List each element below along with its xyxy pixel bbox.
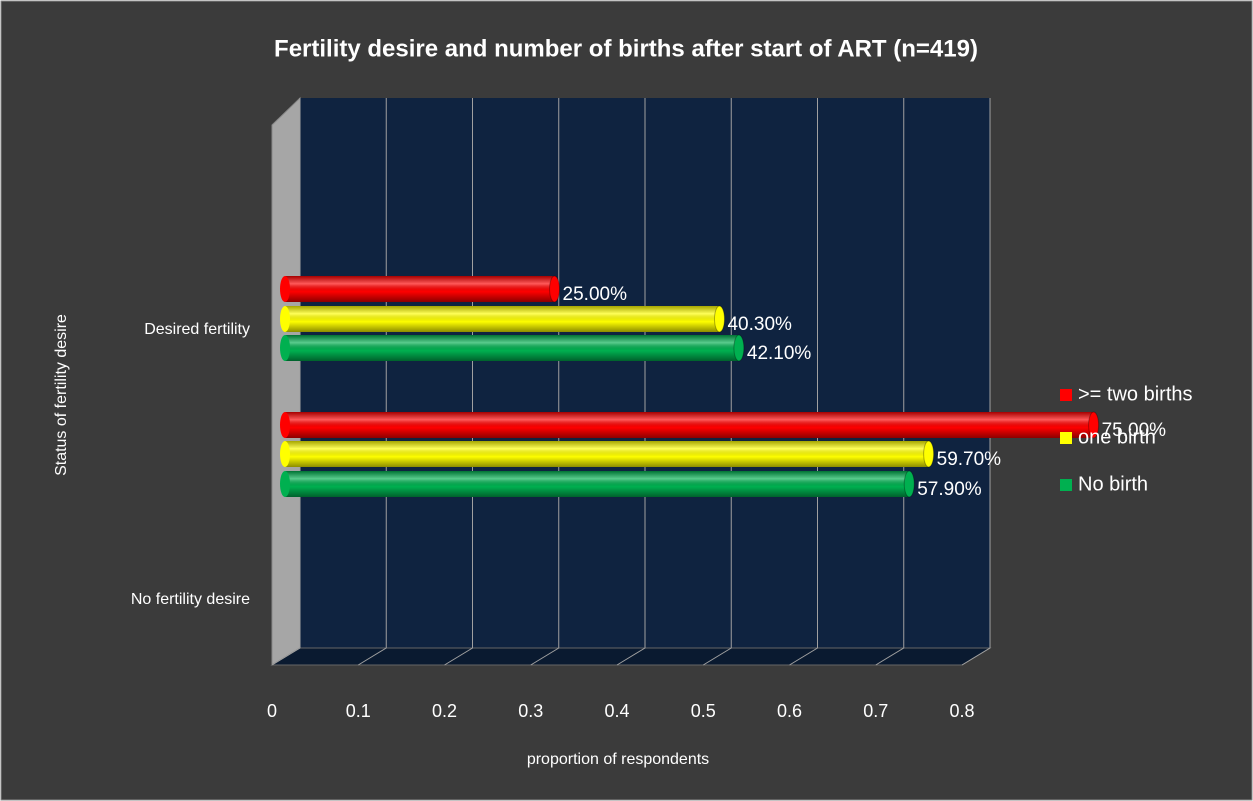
x-tick-label: 0.8 [949,701,974,721]
side-wall [271,96,301,666]
legend-swatch [1060,479,1072,491]
bar [280,275,561,303]
grid-line [616,98,646,666]
x-tick-label: 0.7 [863,701,888,721]
bar-cap [1088,411,1100,439]
bar-start [280,412,290,438]
bar-shade [285,412,1094,438]
x-axis-title: proportion of respondents [527,751,709,768]
legend-label: No birth [1078,473,1148,495]
x-tick-label: 0 [267,701,277,721]
x-tick-label: 0.6 [777,701,802,721]
legend-swatch [1060,389,1072,401]
y-tick-label: No fertility desire [131,591,250,608]
bar-cap [549,275,561,303]
x-tick-label: 0.4 [604,701,629,721]
bar-cap [713,305,725,333]
bar-shade [285,276,555,302]
bar-start [280,276,290,302]
bar-cap [903,470,915,498]
x-tick-label: 0.2 [432,701,457,721]
legend-label: >= two births [1078,383,1193,405]
y-tick-label: Desired fertility [144,321,250,338]
plot: 0 0.1 0.2 0.3 0.4 0.5 0.6 0.7 0.8 25.00% 40.30% 42.… [267,98,1166,721]
value-label: 75.00% [1102,420,1167,441]
bar [280,440,935,468]
value-label: 42.10% [747,343,812,364]
bar-start [280,306,290,332]
bar-start [280,441,290,467]
bar-start [280,471,290,497]
grid-line [702,98,732,666]
bar [280,305,725,333]
value-label: 40.30% [727,314,792,335]
legend-label: one birth [1078,426,1156,448]
bar-start [280,335,290,361]
bar [280,411,1100,439]
x-tick-label: 0.1 [346,701,371,721]
x-tick-label: 0.3 [518,701,543,721]
x-tick-label: 0.5 [691,701,716,721]
y-axis-title: Status of fertility desire [53,314,70,476]
bar-cap [733,334,745,362]
grid-line [875,98,905,666]
bar-shade [285,306,720,332]
value-label: 59.70% [937,449,1002,470]
grid-line [961,98,991,666]
chart-title: Fertility desire and number of births af… [274,35,978,62]
legend-swatch [1060,432,1072,444]
grid-line [789,98,818,666]
bar-shade [285,441,929,467]
value-label: 25.00% [563,284,628,305]
bar [280,470,915,498]
bar-shade [285,335,739,361]
value-label: 57.90% [917,479,982,500]
grid-line [530,98,560,666]
bar-shade [285,471,910,497]
bar [280,334,745,362]
bar-cap [923,440,935,468]
